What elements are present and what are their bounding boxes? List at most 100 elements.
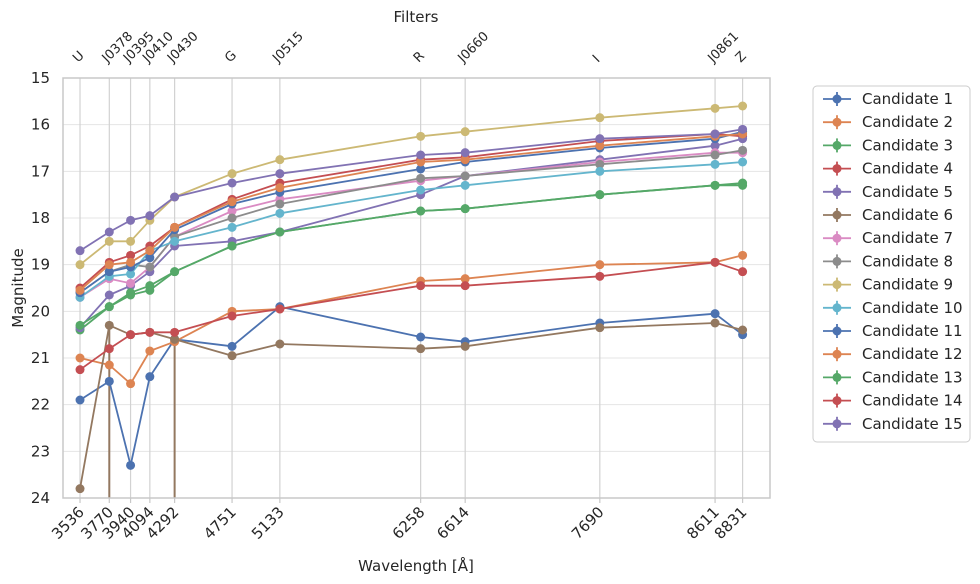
data-point bbox=[104, 260, 114, 270]
data-point bbox=[595, 166, 605, 176]
data-point bbox=[75, 353, 85, 363]
series-lines bbox=[75, 101, 748, 494]
data-point bbox=[275, 199, 285, 209]
x-axis-title: Wavelength [Å] bbox=[358, 556, 474, 575]
x-tick-label: 6614 bbox=[433, 503, 473, 543]
series-candidate-1-line bbox=[79, 305, 744, 467]
data-point bbox=[227, 341, 237, 351]
data-point bbox=[75, 260, 85, 270]
legend-item-candidate-9: Candidate 9 bbox=[823, 276, 953, 294]
plot-area bbox=[63, 78, 770, 498]
legend-marker bbox=[832, 419, 842, 429]
data-point bbox=[126, 215, 136, 225]
legend-marker bbox=[832, 140, 842, 150]
data-point bbox=[738, 250, 748, 260]
y-axis-title: Magnitude bbox=[9, 248, 27, 327]
data-point bbox=[710, 141, 720, 151]
data-point bbox=[710, 180, 720, 190]
data-point bbox=[738, 124, 748, 134]
legend-item-candidate-3: Candidate 3 bbox=[823, 136, 953, 154]
legend-label: Candidate 9 bbox=[862, 276, 953, 294]
data-point bbox=[275, 208, 285, 218]
data-point bbox=[416, 281, 426, 291]
legend-item-candidate-7: Candidate 7 bbox=[823, 229, 953, 247]
data-point bbox=[595, 323, 605, 333]
data-point bbox=[227, 241, 237, 251]
data-point bbox=[227, 222, 237, 232]
data-point bbox=[227, 311, 237, 321]
data-point bbox=[275, 339, 285, 349]
data-point bbox=[416, 150, 426, 160]
data-point bbox=[75, 285, 85, 295]
legend-marker bbox=[832, 256, 842, 266]
legend-label: Candidate 2 bbox=[862, 113, 953, 131]
legend-item-candidate-2: Candidate 2 bbox=[823, 113, 953, 131]
data-point bbox=[710, 129, 720, 139]
data-point bbox=[416, 185, 426, 195]
y-axis: 15 16 17 18 19 20 21 22 23 24 bbox=[31, 69, 50, 507]
legend-marker bbox=[832, 210, 842, 220]
data-point bbox=[460, 171, 470, 181]
legend-label: Candidate 1 bbox=[862, 90, 953, 108]
legend-label: Candidate 15 bbox=[862, 415, 963, 433]
legend-label: Candidate 3 bbox=[862, 136, 953, 154]
x-tick-label: 5133 bbox=[248, 503, 288, 543]
top-axis-title: Filters bbox=[394, 8, 439, 26]
legend-marker bbox=[832, 349, 842, 359]
data-point bbox=[104, 320, 114, 330]
data-point bbox=[227, 197, 237, 207]
x-tick-label: 8831 bbox=[711, 503, 751, 543]
data-point bbox=[126, 330, 136, 340]
legend-marker bbox=[832, 187, 842, 197]
data-point bbox=[738, 267, 748, 277]
data-point bbox=[595, 271, 605, 281]
data-point bbox=[145, 346, 155, 356]
data-point bbox=[738, 101, 748, 111]
data-point bbox=[75, 365, 85, 375]
legend-marker bbox=[832, 396, 842, 406]
filter-label-J0515: J0515 bbox=[269, 29, 306, 66]
legend-marker bbox=[832, 164, 842, 174]
data-point bbox=[275, 155, 285, 165]
legend-label: Candidate 10 bbox=[862, 299, 963, 317]
series-candidate-10 bbox=[75, 157, 748, 302]
y-tick-label: 17 bbox=[31, 162, 50, 180]
x-tick-label: 3536 bbox=[48, 503, 88, 543]
data-point bbox=[416, 332, 426, 342]
legend-label: Candidate 5 bbox=[862, 183, 953, 201]
data-point bbox=[416, 344, 426, 354]
legend-label: Candidate 7 bbox=[862, 229, 953, 247]
data-point bbox=[710, 150, 720, 160]
legend-marker bbox=[832, 326, 842, 336]
filter-label-U: U bbox=[70, 48, 87, 65]
y-tick-label: 20 bbox=[31, 302, 50, 320]
data-point bbox=[75, 395, 85, 405]
data-point bbox=[145, 327, 155, 337]
data-point bbox=[126, 250, 136, 260]
filter-label-Z: Z bbox=[733, 49, 750, 66]
data-point bbox=[460, 341, 470, 351]
data-point bbox=[126, 269, 136, 279]
data-point bbox=[416, 157, 426, 167]
filter-label-J0660: J0660 bbox=[455, 29, 492, 66]
data-point bbox=[416, 206, 426, 216]
data-point bbox=[170, 222, 180, 232]
data-point bbox=[227, 169, 237, 179]
legend-item-candidate-11: Candidate 11 bbox=[823, 322, 963, 340]
filter-label-I: I bbox=[590, 53, 603, 66]
data-point bbox=[227, 206, 237, 216]
data-point bbox=[104, 227, 114, 237]
y-tick-label: 18 bbox=[31, 209, 50, 227]
y-tick-label: 24 bbox=[31, 489, 50, 507]
data-point bbox=[460, 127, 470, 137]
y-tick-label: 23 bbox=[31, 442, 50, 460]
data-point bbox=[170, 327, 180, 337]
plot-background bbox=[63, 78, 770, 498]
data-point bbox=[738, 157, 748, 167]
data-point bbox=[460, 180, 470, 190]
data-point bbox=[595, 141, 605, 151]
x-tick-label: 6258 bbox=[389, 503, 429, 543]
